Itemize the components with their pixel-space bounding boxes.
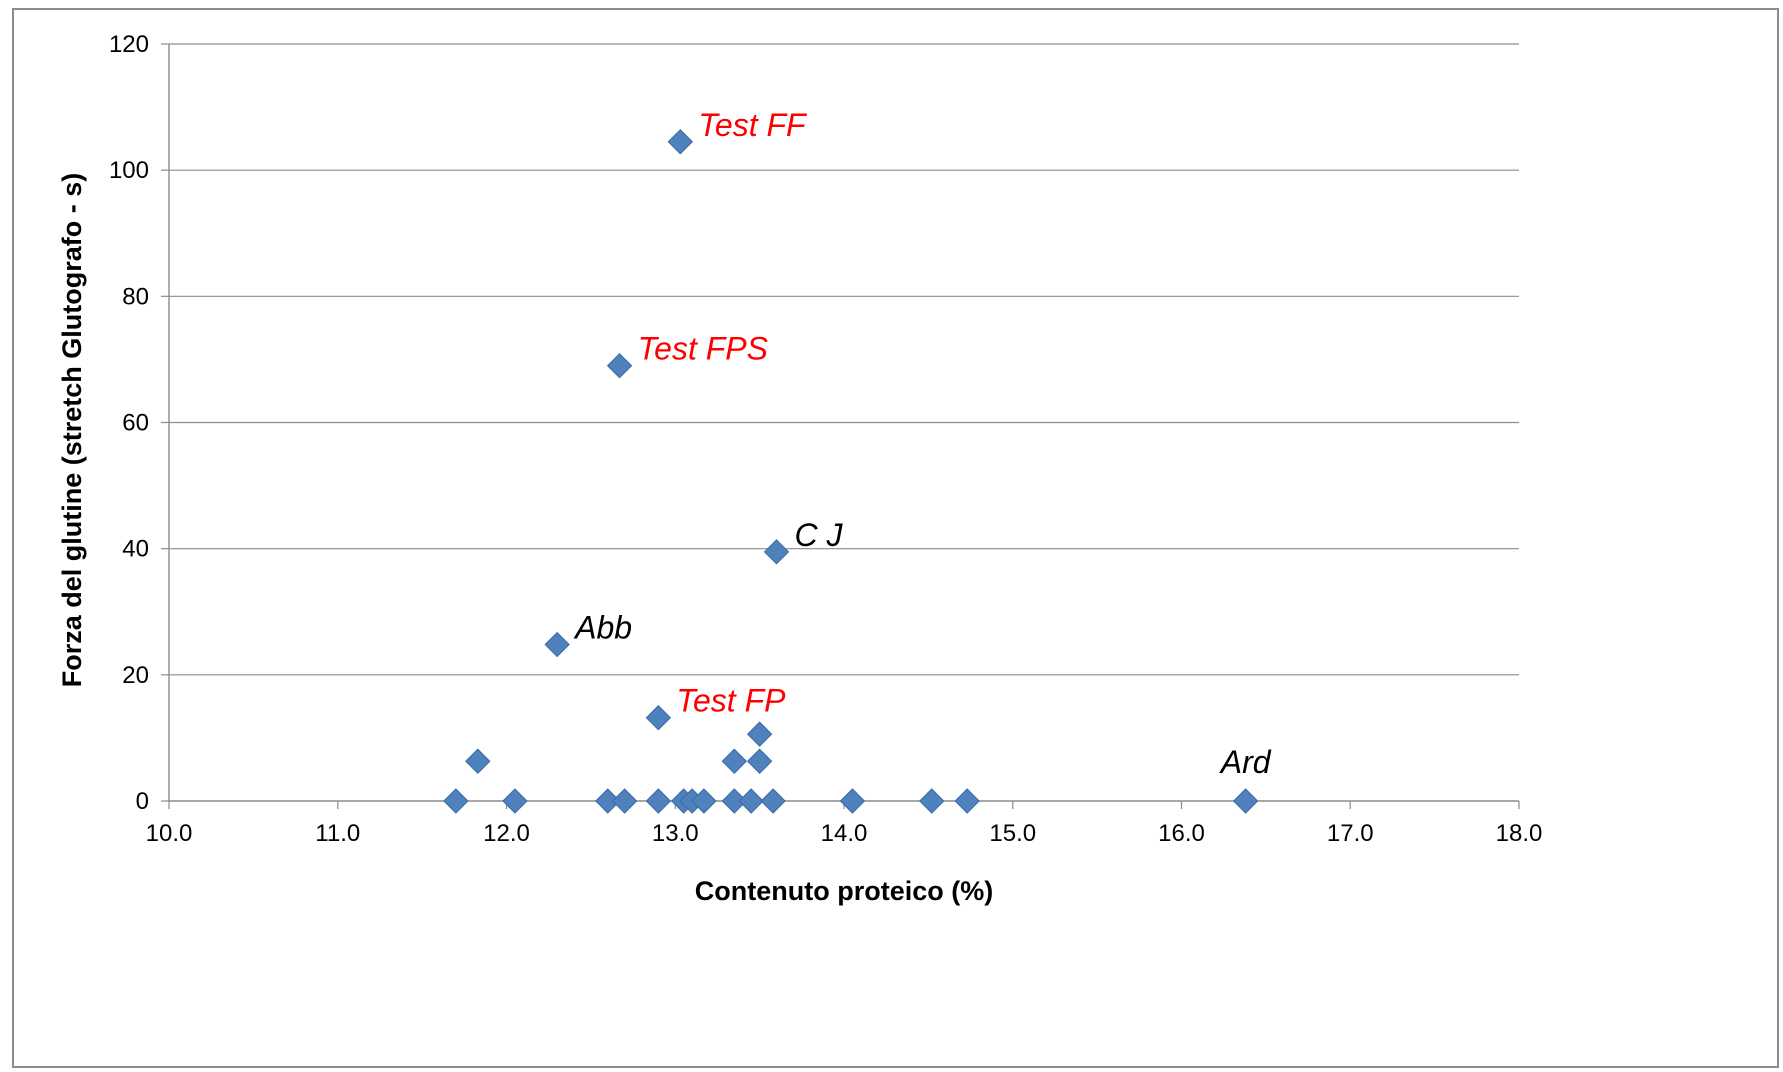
point-label: Test FPS (638, 331, 768, 367)
data-point-diamond (760, 788, 786, 814)
y-tick-label: 120 (109, 31, 149, 58)
x-tick-label: 10.0 (146, 820, 193, 847)
data-point-diamond (691, 788, 717, 814)
x-axis-title: Contenuto proteico (%) (695, 876, 993, 906)
data-point-diamond (763, 539, 790, 565)
data-point-diamond (443, 788, 469, 814)
gridlines (169, 43, 1519, 676)
axes (161, 43, 1520, 809)
data-point-diamond (746, 748, 773, 774)
data-point-diamond (502, 788, 528, 814)
data-point-diamond (595, 788, 621, 814)
x-tick-label: 12.0 (483, 820, 530, 847)
y-tick-label: 20 (122, 662, 149, 689)
data-point-diamond (606, 353, 633, 379)
x-tick-label: 11.0 (315, 820, 360, 847)
data-points (443, 129, 1259, 814)
y-tick-label: 100 (109, 157, 149, 184)
tick-labels: 0 20 40 60 80 100 120 10.0 11.0 12.0 13.0 14.0 15.0 1… (109, 31, 1542, 847)
x-tick-label: 13.0 (652, 820, 699, 847)
scatter-chart: 0 20 40 60 80 100 120 10.0 11.0 12.0 13.0 14.0 15.0 1… (57, 31, 1542, 906)
x-tick-label: 14.0 (821, 820, 868, 847)
x-tick-label: 17.0 (1327, 820, 1374, 847)
point-label: Abb (573, 610, 632, 646)
y-tick-label: 40 (122, 536, 149, 563)
y-tick-label: 0 (136, 788, 149, 815)
data-point-diamond (645, 705, 672, 731)
data-point-diamond (721, 748, 748, 774)
data-point-diamond (544, 631, 570, 658)
chart-frame: 0 20 40 60 80 100 120 10.0 11.0 12.0 13.0 14.0 15.0 1… (12, 8, 1779, 1068)
data-point-diamond (919, 788, 945, 814)
y-axis-title: Forza del glutine (stretch Glutografo - … (57, 173, 87, 688)
x-tick-label: 16.0 (1158, 820, 1205, 847)
data-point-diamond (1232, 788, 1259, 814)
y-tick-label: 60 (122, 410, 149, 437)
x-tick-label: 18.0 (1496, 820, 1543, 847)
data-point-diamond (667, 129, 694, 155)
point-label: Test FP (676, 683, 786, 719)
point-label: C J (795, 517, 844, 553)
point-labels: Test FF Test FPS C J Abb Test FP Ard (573, 107, 1272, 780)
data-point-diamond (611, 788, 638, 814)
point-label: Ard (1219, 744, 1272, 780)
data-point-diamond (839, 788, 866, 814)
point-label: Test FF (698, 107, 808, 143)
data-point-diamond (954, 788, 980, 814)
data-point-diamond (721, 788, 748, 814)
data-point-diamond (738, 788, 764, 814)
data-point-diamond (746, 721, 773, 747)
data-point-diamond (645, 788, 672, 814)
data-point-diamond (465, 748, 491, 774)
y-tick-label: 80 (122, 283, 149, 310)
x-tick-label: 15.0 (989, 820, 1036, 847)
